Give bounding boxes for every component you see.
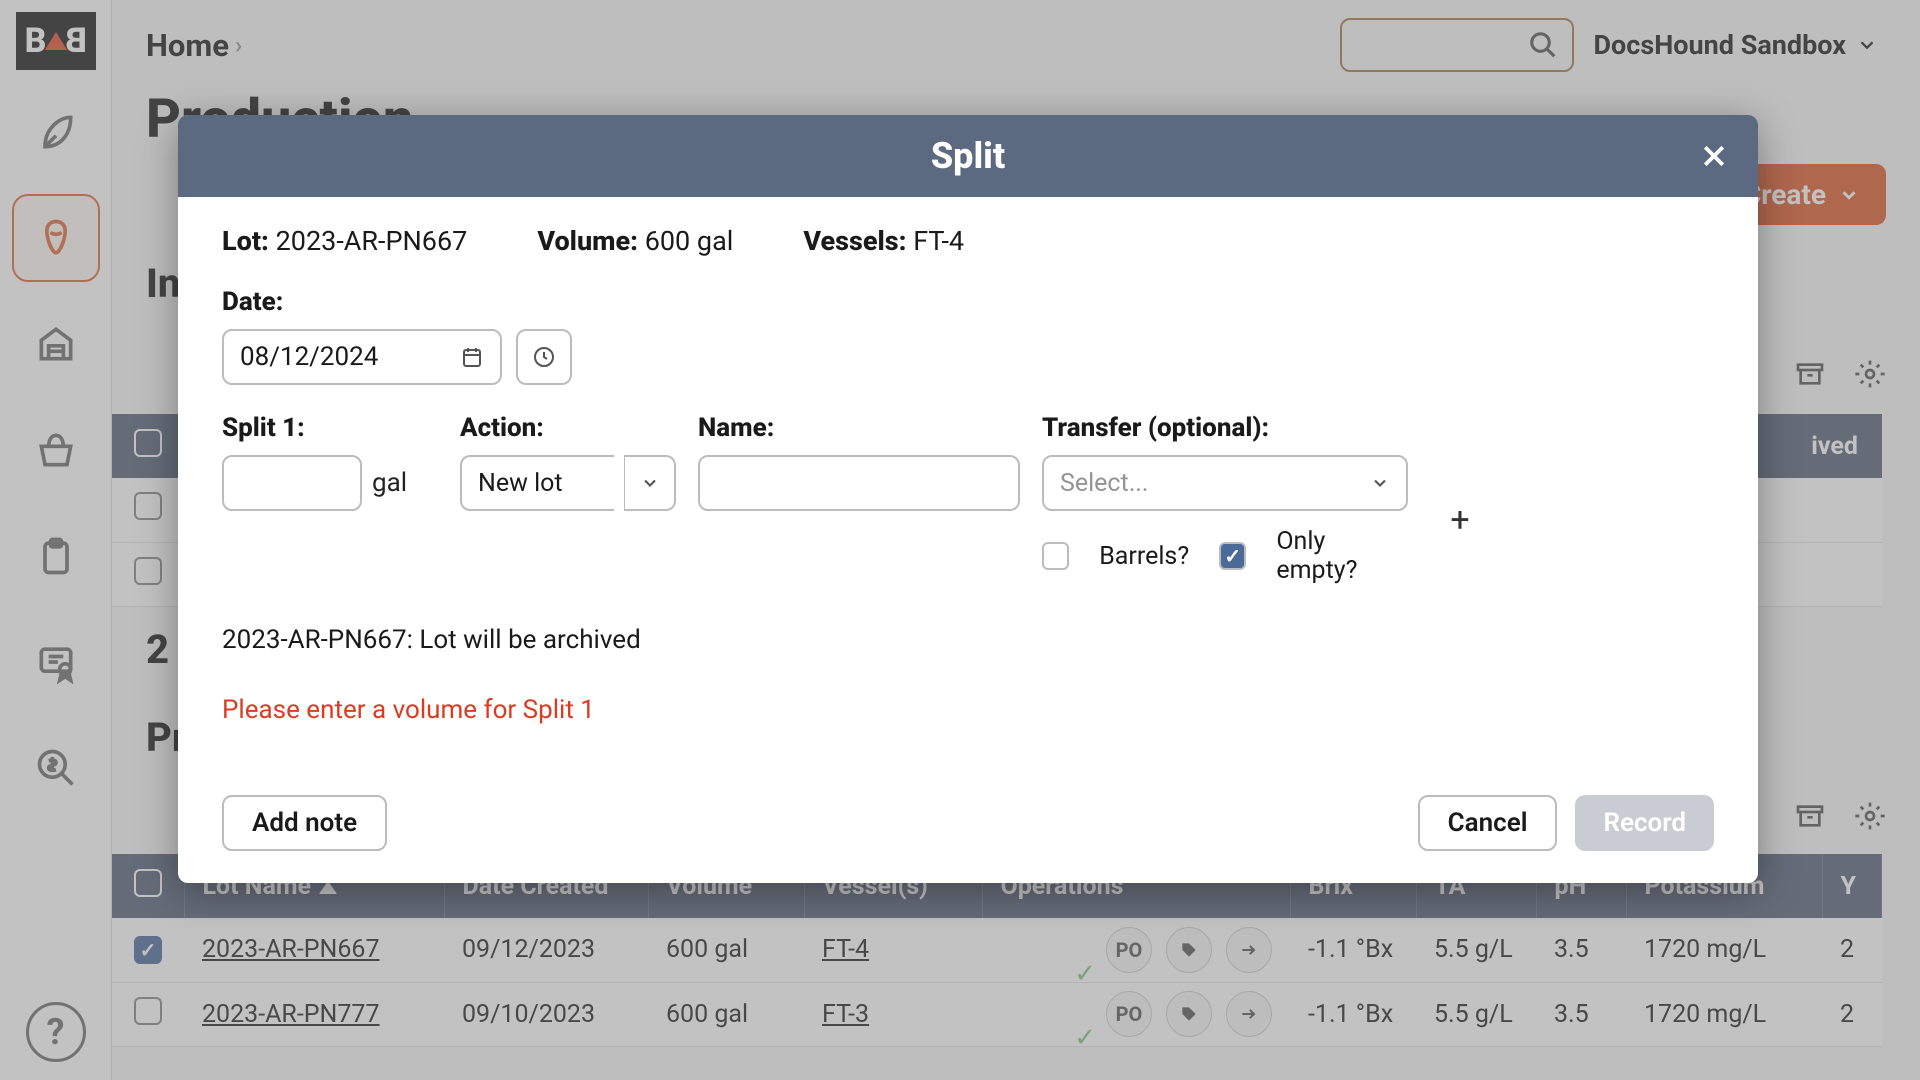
action-label: Action: (460, 413, 676, 443)
archive-note: 2023-AR-PN667: Lot will be archived (222, 625, 1714, 655)
split-label: Split 1: (222, 413, 438, 443)
time-button[interactable] (516, 329, 572, 385)
close-icon (1699, 141, 1729, 171)
clock-icon (532, 345, 556, 369)
chevron-down-icon (640, 473, 660, 493)
barrels-label: Barrels? (1099, 542, 1189, 571)
modal-footer: Add note Cancel Record (222, 795, 1714, 851)
modal-body: Lot: 2023-AR-PN667 Volume: 600 gal Vesse… (178, 197, 1758, 883)
transfer-select[interactable]: Select... (1042, 455, 1408, 511)
split-modal: Split Lot: 2023-AR-PN667 Volume: 600 gal… (178, 115, 1758, 883)
calendar-icon (460, 345, 484, 369)
action-select-caret[interactable] (624, 455, 676, 511)
transfer-label: Transfer (optional): (1042, 413, 1408, 443)
date-label: Date: (222, 287, 1714, 317)
only-empty-checkbox[interactable] (1219, 542, 1246, 570)
name-label: Name: (698, 413, 1020, 443)
name-input[interactable] (698, 455, 1020, 511)
only-empty-label: Only empty? (1276, 527, 1408, 585)
barrels-checkbox[interactable] (1042, 542, 1069, 570)
record-button[interactable]: Record (1575, 795, 1714, 851)
modal-header: Split (178, 115, 1758, 197)
add-split-button[interactable]: + (1430, 488, 1490, 540)
action-select[interactable]: New lot (460, 455, 614, 511)
add-note-button[interactable]: Add note (222, 795, 387, 851)
error-message: Please enter a volume for Split 1 (222, 695, 1714, 725)
cancel-button[interactable]: Cancel (1418, 795, 1558, 851)
split-volume-input[interactable] (222, 455, 362, 511)
unit-label: gal (372, 468, 407, 498)
close-button[interactable] (1694, 136, 1734, 176)
info-row: Lot: 2023-AR-PN667 Volume: 600 gal Vesse… (222, 225, 1714, 257)
chevron-down-icon (1370, 473, 1390, 493)
date-input[interactable]: 08/12/2024 (222, 329, 502, 385)
modal-title: Split (931, 135, 1005, 177)
